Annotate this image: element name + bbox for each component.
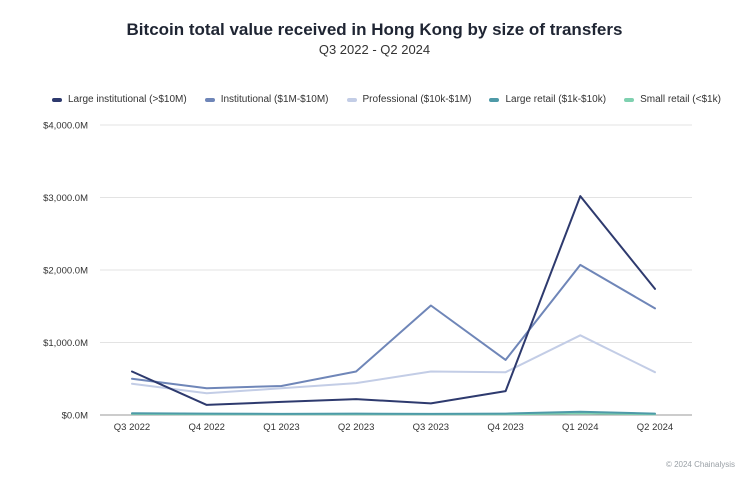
legend-swatch bbox=[52, 97, 62, 102]
legend-item: Large institutional (>$10M) bbox=[52, 94, 187, 105]
x-tick-label: Q3 2022 bbox=[114, 422, 150, 433]
y-tick-label: $0.0M bbox=[62, 411, 88, 422]
legend-label: Small retail (<$1k) bbox=[640, 94, 721, 105]
x-tick-label: Q2 2023 bbox=[338, 422, 374, 433]
legend-swatch bbox=[624, 97, 635, 102]
y-tick-label: $2,000.0M bbox=[43, 266, 88, 277]
copyright-watermark: © 2024 Chainalysis bbox=[665, 460, 735, 469]
x-tick-label: Q4 2023 bbox=[487, 422, 523, 433]
series-line-2 bbox=[131, 334, 656, 395]
chart-legend: Large institutional (>$10M) Institutional… bbox=[52, 94, 739, 105]
chart-title: Bitcoin total value received in Hong Kon… bbox=[126, 20, 623, 39]
y-tick-label: $1,000.0M bbox=[43, 338, 88, 349]
x-tick-label: Q3 2023 bbox=[413, 422, 449, 433]
chart-subtitle: Q3 2022 - Q2 2024 bbox=[318, 42, 431, 57]
legend-swatch bbox=[489, 97, 500, 102]
legend-label: Institutional ($1M-$10M) bbox=[220, 94, 329, 105]
x-tick-label: Q1 2024 bbox=[562, 422, 598, 433]
x-tick-label: Q2 2024 bbox=[637, 422, 673, 433]
legend-item: Large retail ($1k-$10k) bbox=[489, 94, 606, 105]
series-line-1 bbox=[131, 263, 656, 390]
legend-label: Professional ($10k-$1M) bbox=[362, 94, 472, 105]
legend-item: Small retail (<$1k) bbox=[624, 94, 721, 105]
x-tick-label: Q4 2022 bbox=[188, 422, 224, 433]
series-line-3 bbox=[131, 410, 656, 415]
y-tick-label: $4,000.0M bbox=[43, 121, 88, 132]
x-tick-label: Q1 2023 bbox=[263, 422, 299, 433]
series-line-0 bbox=[131, 195, 656, 406]
legend-label: Large retail ($1k-$10k) bbox=[505, 94, 607, 105]
legend-item: Professional ($10k-$1M) bbox=[346, 94, 472, 105]
legend-swatch bbox=[204, 97, 215, 102]
y-tick-label: $3,000.0M bbox=[43, 193, 88, 204]
legend-swatch bbox=[346, 97, 357, 102]
legend-label: Large institutional (>$10M) bbox=[68, 94, 187, 105]
legend-item: Institutional ($1M-$10M) bbox=[204, 94, 329, 105]
